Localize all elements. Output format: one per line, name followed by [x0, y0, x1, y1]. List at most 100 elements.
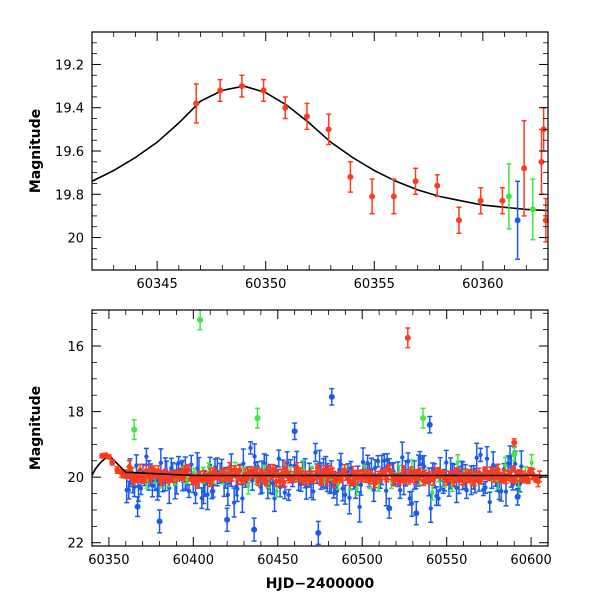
band-red-point	[294, 461, 300, 475]
band-blue-point-marker	[144, 454, 149, 459]
data-point-blue	[224, 507, 231, 532]
data-point-red	[404, 327, 411, 349]
band-blue-point-marker	[464, 487, 469, 493]
band-blue-point-marker	[286, 492, 291, 498]
band-blue-point	[225, 483, 231, 507]
band-blue-point-marker	[428, 506, 433, 511]
band-blue-point	[409, 490, 415, 517]
data-point-red-marker	[109, 459, 116, 466]
band-red-point-marker	[384, 476, 390, 482]
data-point-red	[369, 178, 376, 215]
top-panel-y-axis-title: Magnitude	[28, 109, 44, 193]
model-curve	[92, 454, 548, 477]
data-point-red-marker	[238, 83, 245, 90]
band-blue-point	[143, 447, 149, 466]
data-point-green-marker	[131, 426, 138, 433]
data-point-blue	[413, 501, 420, 526]
data-point-blue	[315, 520, 322, 546]
band-red-point-marker	[510, 466, 516, 472]
data-point-red	[260, 78, 267, 102]
data-point-green	[511, 446, 518, 462]
data-point-green	[131, 419, 138, 441]
data-point-red-marker	[282, 104, 289, 111]
bottom-panel: 60350 60400 60450 60500 60550 60600 16 18 20 22 M…	[28, 309, 552, 592]
top-panel: 60345 60350 60355 60360 19.2 19.4 19.6 19.8 20 M…	[28, 31, 549, 292]
band-red-point-marker	[318, 479, 324, 486]
data-point-green	[505, 163, 512, 230]
data-point-blue-marker	[514, 493, 521, 500]
band-blue-point	[428, 493, 434, 524]
data-point-blue-marker	[251, 526, 258, 533]
band-blue-point-marker	[417, 456, 423, 461]
band-green-point-marker	[246, 484, 251, 489]
data-point-red-marker	[521, 165, 528, 172]
band-red-point-marker	[263, 478, 269, 484]
band-red-point-marker	[185, 467, 192, 473]
x-tick-label: 60350	[88, 553, 129, 568]
band-blue-point	[126, 480, 132, 500]
band-blue-point-marker	[499, 488, 504, 494]
y-tick-label: 19.6	[55, 145, 84, 160]
band-blue-point-marker	[383, 488, 389, 493]
data-point-blue-marker	[386, 505, 393, 512]
band-blue-point-marker	[444, 460, 449, 465]
data-point-blue-marker	[315, 529, 322, 536]
band-red-point-marker	[495, 466, 501, 473]
band-blue-point-marker	[248, 445, 253, 451]
data-point-green-marker	[529, 206, 536, 213]
data-point-red-marker	[542, 217, 548, 224]
band-blue-point-marker	[138, 486, 144, 491]
data-point-red	[303, 102, 310, 131]
band-blue-point-marker	[250, 478, 255, 483]
band-blue-point-marker	[347, 495, 352, 501]
data-point-blue	[156, 509, 163, 534]
band-blue-point-marker	[158, 460, 164, 466]
band-red-point-marker	[468, 470, 474, 476]
band-green-point-marker	[430, 490, 435, 495]
data-point-blue-marker	[514, 217, 521, 224]
band-blue-point-marker	[371, 487, 376, 493]
band-blue-point-marker	[193, 491, 198, 497]
band-red-point-marker	[137, 467, 143, 473]
data-point-red	[193, 83, 200, 124]
band-blue-point-marker	[340, 486, 345, 491]
band-red-point-marker	[476, 470, 482, 476]
band-blue-point	[375, 454, 381, 468]
band-blue-point	[405, 452, 411, 471]
band-green-point-marker	[503, 463, 508, 468]
data-point-red-marker	[303, 113, 310, 120]
band-blue-point	[482, 481, 488, 495]
x-tick-label: 60345	[136, 277, 177, 292]
y-tick-label: 20	[67, 232, 84, 247]
data-point-blue-marker	[134, 503, 141, 510]
data-point-red	[105, 453, 112, 460]
data-point-red-marker	[114, 466, 121, 473]
band-red-point-marker	[453, 467, 459, 474]
data-point-red	[109, 459, 116, 466]
band-red-point-marker	[314, 465, 321, 471]
band-red-point-marker	[536, 473, 543, 480]
data-point-green-marker	[505, 193, 512, 200]
band-blue-point	[276, 449, 282, 468]
band-blue-point-marker	[225, 492, 231, 498]
data-point-red	[347, 161, 354, 193]
data-point-red-marker	[347, 173, 354, 180]
band-blue-point-marker	[519, 464, 524, 469]
bottom-panel-y-axis-title: Magnitude	[28, 386, 44, 470]
band-blue-point-marker	[478, 452, 483, 458]
band-blue-point-marker	[454, 485, 459, 491]
y-tick-label: 19.4	[55, 102, 84, 117]
band-blue-point-marker	[252, 454, 257, 459]
data-point-red-marker	[390, 193, 397, 200]
x-tick-label: 60500	[342, 553, 383, 568]
band-blue-point-marker	[311, 489, 316, 494]
band-blue-point	[478, 447, 484, 463]
y-tick-label: 19.2	[55, 58, 84, 73]
band-blue-point-marker	[240, 496, 245, 501]
band-blue-point-marker	[276, 456, 281, 461]
band-green-point-marker	[455, 460, 460, 465]
data-point-blue	[386, 497, 393, 519]
data-point-green	[254, 407, 261, 429]
x-tick-label: 60450	[257, 553, 298, 568]
band-blue-point-marker	[126, 487, 132, 493]
